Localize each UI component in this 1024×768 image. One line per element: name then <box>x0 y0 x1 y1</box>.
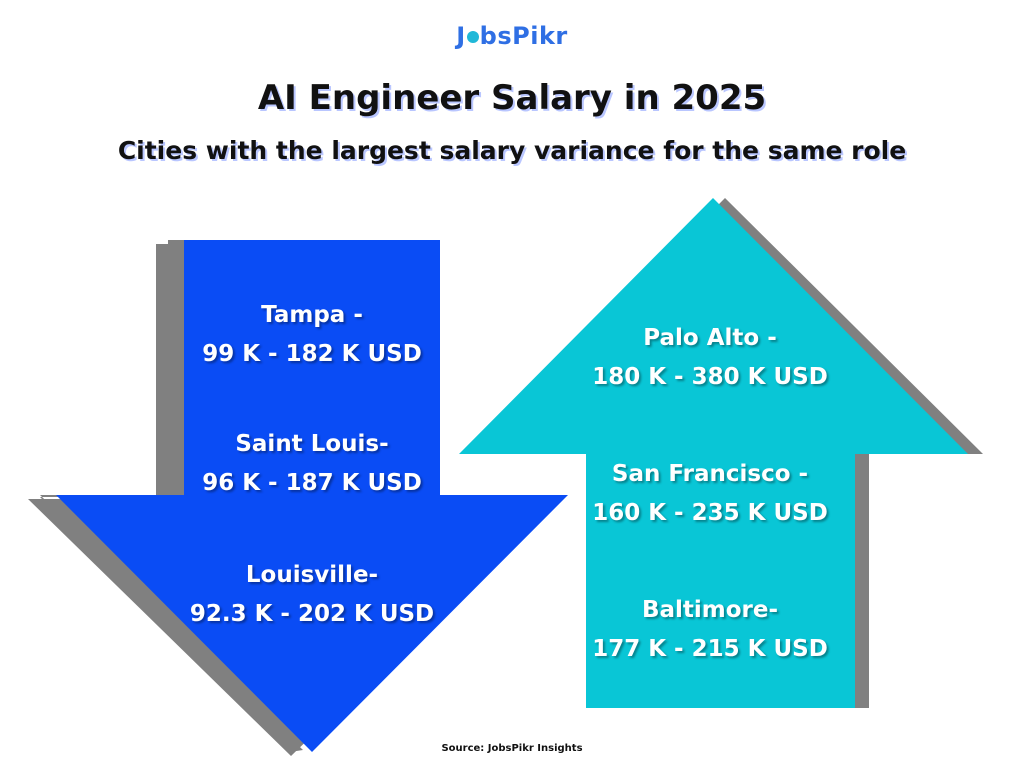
arrow-up-icon <box>459 198 968 708</box>
salary-range: 180 K - 380 K USD <box>592 364 828 390</box>
page-title: AI Engineer Salary in 2025 <box>257 78 767 118</box>
down-item-tampa: Tampa - 99 K - 182 K USD <box>162 296 462 374</box>
salary-range: 92.3 K - 202 K USD <box>189 601 435 627</box>
arrow-down-icon <box>56 240 568 752</box>
salary-range: 96 K - 187 K USD <box>202 470 422 496</box>
salary-range: 177 K - 215 K USD <box>592 636 828 662</box>
city-name: Saint Louis- <box>235 431 389 457</box>
logo-text-left: J <box>456 22 466 50</box>
down-item-saint-louis: Saint Louis- 96 K - 187 K USD <box>162 425 462 503</box>
logo-text-right: bsPikr <box>479 22 568 50</box>
down-item-louisville: Louisville- 92.3 K - 202 K USD <box>142 556 482 634</box>
up-item-san-francisco: San Francisco - 160 K - 235 K USD <box>560 455 860 533</box>
city-name: Baltimore- <box>641 597 779 623</box>
city-name: Tampa - <box>261 302 363 328</box>
source-note: Source: JobsPikr Insights <box>441 743 583 754</box>
up-item-baltimore: Baltimore- 177 K - 215 K USD <box>560 591 860 669</box>
salary-range: 160 K - 235 K USD <box>592 500 828 526</box>
city-name: Louisville- <box>245 562 379 588</box>
salary-range: 99 K - 182 K USD <box>202 341 422 367</box>
logo-dot-icon <box>466 31 479 43</box>
up-item-palo-alto: Palo Alto - 180 K - 380 K USD <box>560 319 860 397</box>
city-name: San Francisco - <box>611 461 809 487</box>
city-name: Palo Alto - <box>643 325 777 351</box>
page-subtitle: Cities with the largest salary variance … <box>117 136 907 165</box>
